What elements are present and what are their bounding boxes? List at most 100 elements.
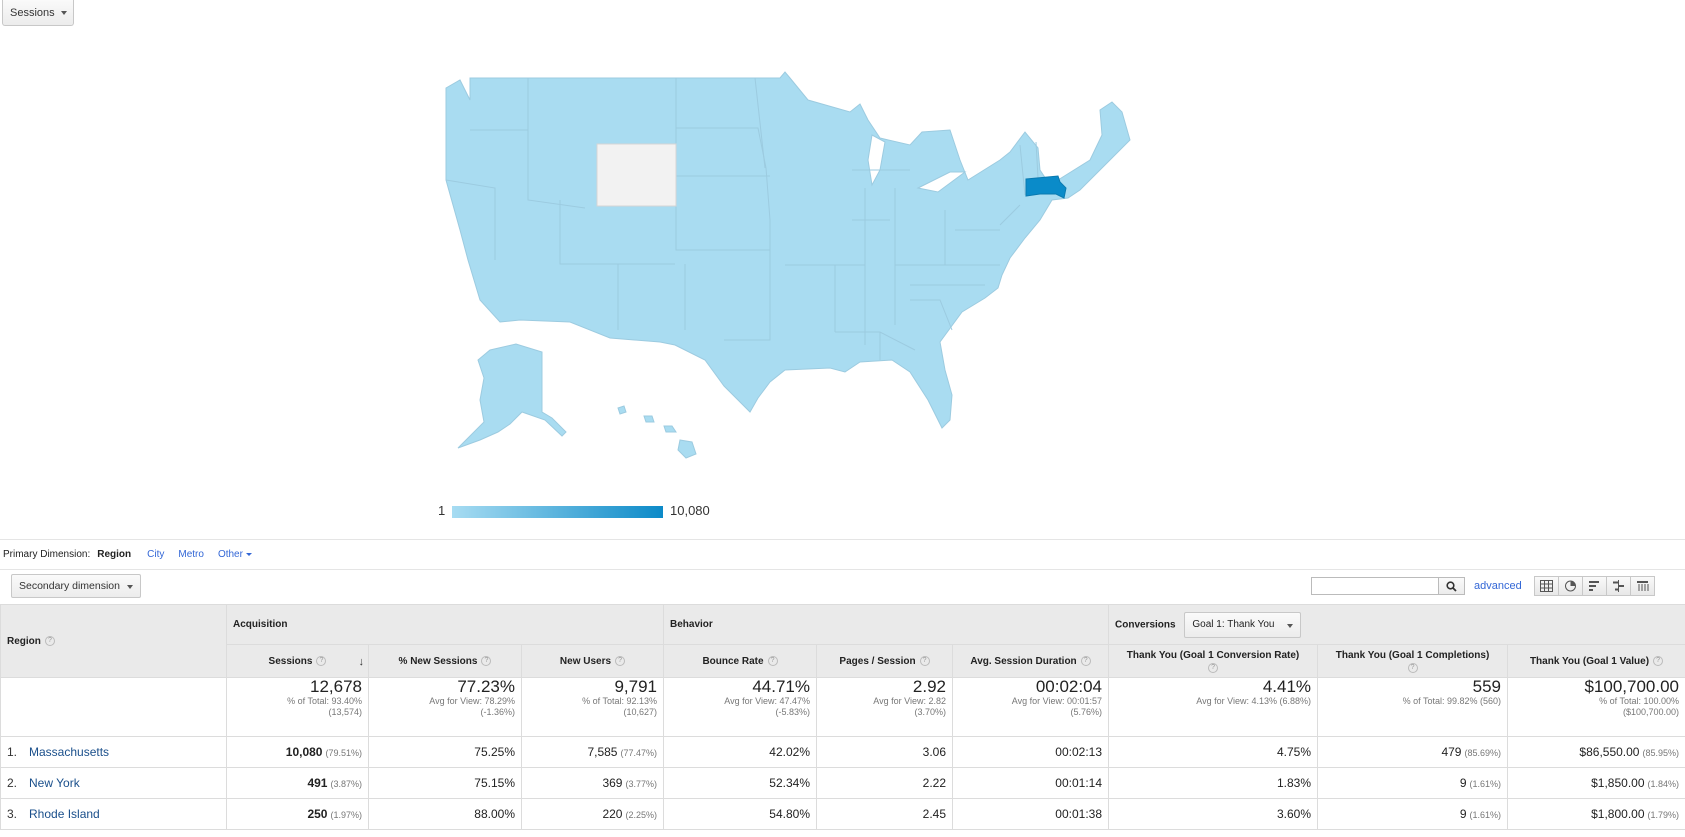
metric-selector[interactable]: Sessions — [2, 0, 74, 26]
new-sessions-cell: 75.25% — [368, 736, 522, 768]
new-sessions-header-label: % New Sessions — [398, 655, 478, 667]
us-map — [440, 60, 1200, 500]
new-users-cell: 369 (3.77%) — [521, 767, 664, 799]
new-users-value: 369 — [602, 776, 623, 790]
view-comparison-button[interactable] — [1606, 576, 1631, 596]
sort-descending-icon: ↓ — [358, 655, 365, 668]
help-icon[interactable]: ? — [1407, 662, 1418, 673]
map-region-wyoming[interactable] — [596, 143, 677, 207]
primary-dimension-active: Region — [97, 549, 132, 560]
total-sub: (-5.83%) — [775, 707, 810, 717]
goal-value: $1,800.00 — [1591, 807, 1645, 821]
completions-value: 9 — [1459, 776, 1467, 790]
primary-dimension-metro[interactable]: Metro — [178, 549, 204, 560]
map-region-hawaii[interactable] — [617, 405, 697, 459]
sessions-cell: 10,080 (79.51%) — [226, 736, 369, 768]
new-sessions-column-header[interactable]: % New Sessions? — [368, 644, 522, 678]
totals-row: 12,678% of Total: 93.40% (13,574) 77.23% A… — [0, 677, 1685, 737]
goal-value-pct: (1.84%) — [1647, 779, 1680, 789]
total-value: 2.92 — [912, 677, 946, 696]
bounce-header-label: Bounce Rate — [702, 655, 764, 667]
new-sessions-cell: 75.15% — [368, 767, 522, 799]
goal-value-pct: (85.95%) — [1642, 748, 1680, 758]
help-icon[interactable]: ? — [1653, 655, 1664, 666]
table-row[interactable]: 1. Massachusetts 10,080 (79.51%) 75.25% 7,585… — [0, 736, 1685, 768]
map-region-massachusetts[interactable] — [1025, 175, 1067, 199]
sessions-cell: 491 (3.87%) — [226, 767, 369, 799]
help-icon[interactable]: ? — [919, 655, 930, 666]
chevron-down-icon — [61, 11, 67, 15]
help-icon[interactable]: ? — [767, 655, 778, 666]
sessions-cell: 250 (1.97%) — [226, 798, 369, 830]
conv-rate-column-header[interactable]: Thank You (Goal 1 Conversion Rate)? — [1108, 644, 1319, 678]
new-users-cell: 220 (2.25%) — [521, 798, 664, 830]
region-column-header[interactable]: Region? — [0, 604, 227, 678]
secondary-dimension-label: Secondary dimension — [19, 580, 120, 592]
bounce-rate-column-header[interactable]: Bounce Rate? — [663, 644, 817, 678]
acquisition-group-header: Acquisition — [226, 604, 664, 645]
view-pivot-button[interactable] — [1630, 576, 1655, 596]
total-pages: 2.92 Avg for View: 2.82 (3.70%) — [816, 677, 953, 737]
completions-column-header[interactable]: Thank You (Goal 1 Completions)? — [1317, 644, 1509, 678]
region-link[interactable]: Rhode Island — [29, 807, 100, 821]
search-button[interactable] — [1439, 577, 1465, 595]
conv-rate-header-label: Thank You (Goal 1 Conversion Rate) — [1126, 649, 1300, 661]
region-link[interactable]: Massachusetts — [29, 745, 110, 759]
map-region-alaska[interactable] — [457, 343, 567, 449]
view-performance-button[interactable] — [1582, 576, 1607, 596]
completions-pct: (85.69%) — [1464, 748, 1502, 758]
view-pie-button[interactable] — [1558, 576, 1583, 596]
region-link[interactable]: New York — [29, 776, 80, 790]
primary-dimension-other[interactable]: Other — [218, 549, 252, 560]
table-body-rows: 1. Massachusetts 10,080 (79.51%) 75.25% 7,585… — [0, 736, 1685, 830]
view-table-button[interactable] — [1534, 576, 1559, 596]
total-sub: (5.76%) — [1070, 707, 1103, 717]
lake-erie — [916, 171, 967, 193]
help-icon[interactable]: ? — [481, 655, 492, 666]
advanced-filter-link[interactable]: advanced — [1474, 580, 1522, 592]
grid-icon — [1540, 580, 1553, 592]
duration-column-header[interactable]: Avg. Session Duration? — [951, 644, 1110, 678]
table-search-input[interactable] — [1311, 577, 1439, 595]
map-contiguous-us[interactable] — [445, 71, 1131, 429]
pages-session-column-header[interactable]: Pages / Session? — [816, 644, 953, 678]
sessions-header-label: Sessions — [268, 655, 313, 667]
pivot-icon — [1637, 581, 1649, 591]
total-sub: % of Total: 100.00% — [1599, 696, 1680, 706]
new-users-column-header[interactable]: New Users? — [521, 644, 664, 678]
goal-value-cell: $86,550.00 (85.95%) — [1507, 736, 1685, 768]
help-icon[interactable]: ? — [1080, 655, 1091, 666]
pages-header-label: Pages / Session — [839, 655, 916, 667]
help-icon[interactable]: ? — [316, 655, 327, 666]
bounce-cell: 52.34% — [663, 767, 817, 799]
goal-value-cell: $1,850.00 (1.84%) — [1507, 767, 1685, 799]
conv-rate-cell: 3.60% — [1108, 798, 1319, 830]
primary-dimension-city[interactable]: City — [147, 549, 165, 560]
table-row[interactable]: 3. Rhode Island 250 (1.97%) 88.00% 220 (2.25%)… — [0, 798, 1685, 830]
search-icon — [1446, 580, 1457, 592]
total-sub: Avg for View: 2.82 — [873, 696, 946, 706]
total-completions: 559% of Total: 99.82% (560) — [1317, 677, 1509, 737]
secondary-dimension-dropdown[interactable]: Secondary dimension — [11, 574, 141, 598]
acquisition-label: Acquisition — [233, 619, 288, 630]
total-sub: (3.70%) — [914, 707, 946, 717]
total-new-users: 9,791% of Total: 92.13% (10,627) — [521, 677, 664, 737]
new-users-pct: (77.47%) — [620, 748, 657, 758]
total-sub: Avg for View: 4.13% (6.88%) — [1196, 696, 1312, 706]
duration-cell: 00:02:13 — [951, 736, 1110, 768]
duration-header-label: Avg. Session Duration — [970, 655, 1077, 667]
sessions-column-header[interactable]: Sessions? ↓ — [226, 644, 369, 678]
sessions-pct: (79.51%) — [325, 748, 362, 758]
help-icon[interactable]: ? — [44, 635, 55, 646]
help-icon[interactable]: ? — [1208, 662, 1219, 673]
goal-selector-dropdown[interactable]: Goal 1: Thank You — [1184, 611, 1302, 638]
chevron-down-icon — [1287, 623, 1294, 628]
legend-gradient-bar — [452, 506, 663, 518]
total-value: $100,700.00 — [1584, 677, 1680, 696]
help-icon[interactable]: ? — [615, 655, 626, 666]
totals-region-cell — [0, 677, 227, 737]
goal-value-column-header[interactable]: Thank You (Goal 1 Value)? — [1507, 644, 1685, 678]
total-sub: % of Total: 93.40% — [287, 696, 362, 706]
new-users-pct: (3.77%) — [625, 779, 657, 789]
table-row[interactable]: 2. New York 491 (3.87%) 75.15% 369 (3.77%) 52.3… — [0, 767, 1685, 799]
